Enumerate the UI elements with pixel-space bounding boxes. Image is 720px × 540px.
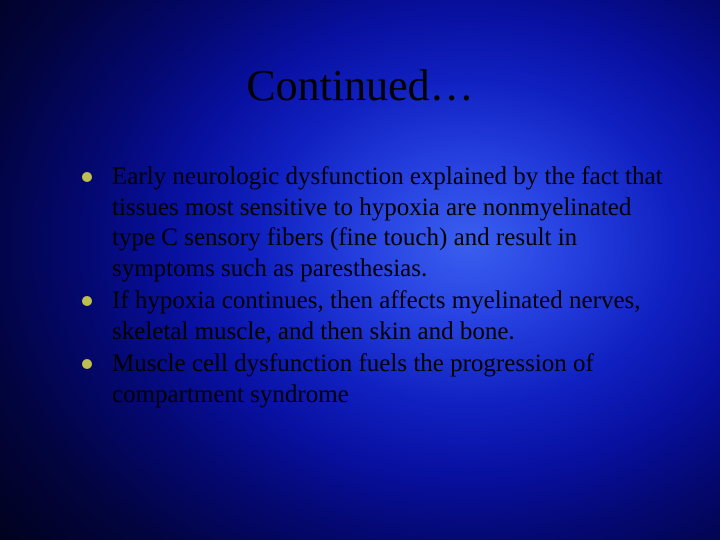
bullet-icon <box>82 172 92 182</box>
bullet-icon <box>82 296 92 306</box>
bullet-text: Early neurologic dysfunction explained b… <box>112 163 663 282</box>
list-item: Early neurologic dysfunction explained b… <box>80 162 680 284</box>
bullet-list: Early neurologic dysfunction explained b… <box>80 162 680 412</box>
list-item: If hypoxia continues, then affects myeli… <box>80 286 680 347</box>
slide-title: Continued… <box>0 60 720 111</box>
bullet-text: Muscle cell dysfunction fuels the progre… <box>112 350 594 408</box>
bullet-text: If hypoxia continues, then affects myeli… <box>112 287 641 345</box>
list-item: Muscle cell dysfunction fuels the progre… <box>80 349 680 410</box>
bullet-icon <box>82 359 92 369</box>
